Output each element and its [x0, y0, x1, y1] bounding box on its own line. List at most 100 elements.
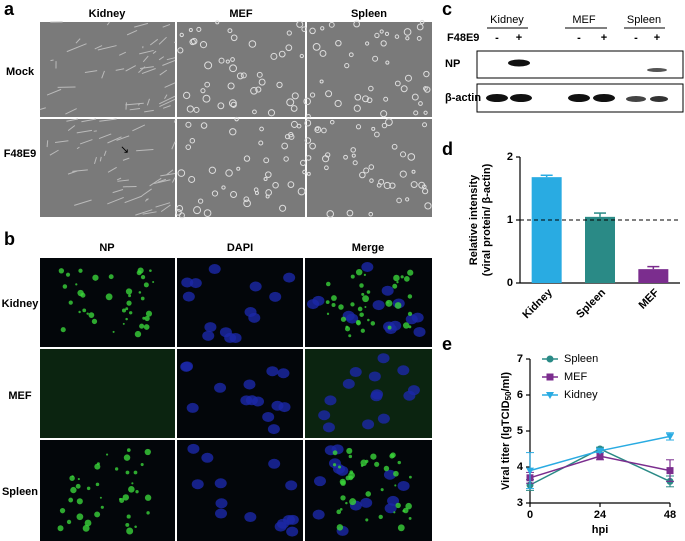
- cell: [188, 28, 193, 33]
- nucleus: [240, 395, 253, 406]
- cell: [227, 82, 235, 90]
- np-signal: [78, 268, 83, 273]
- cell: [369, 178, 374, 183]
- np-signal: [367, 318, 370, 322]
- cell: [141, 68, 156, 75]
- cell: [259, 126, 264, 132]
- fluorescence-image: [177, 349, 303, 438]
- y-tick-label: 7: [517, 353, 523, 365]
- cell: [383, 96, 389, 102]
- np-signal: [140, 296, 145, 301]
- cell: [291, 92, 299, 100]
- column-header: Kidney: [89, 8, 127, 20]
- np-signal: [99, 496, 102, 499]
- cell: [230, 191, 238, 198]
- cell: [352, 160, 358, 166]
- nucleus: [201, 452, 214, 463]
- cell: [411, 169, 416, 174]
- np-signal: [385, 299, 393, 307]
- cell: [173, 120, 176, 123]
- np-signal: [366, 290, 371, 294]
- row-header: Spleen: [2, 486, 38, 498]
- cell: [49, 149, 59, 156]
- cell: [304, 119, 312, 127]
- y-axis-label: Viral titer (lgTCID50/ml): [500, 372, 513, 490]
- column-header: NP: [99, 242, 114, 254]
- np-signal: [142, 316, 146, 320]
- cell: [250, 86, 258, 95]
- cell: [107, 136, 122, 144]
- np-signal: [65, 272, 71, 277]
- cell: [217, 102, 225, 110]
- cell: [368, 211, 374, 217]
- blot-band: [593, 94, 615, 102]
- micrograph: [177, 22, 305, 117]
- bar: [531, 177, 562, 283]
- cell: [404, 74, 412, 82]
- np-signal: [95, 482, 100, 487]
- np-signal: [407, 294, 413, 299]
- blot-band: [626, 96, 646, 102]
- cell: [325, 152, 331, 158]
- treatment-label: F48E9: [447, 32, 479, 44]
- cell: [199, 41, 208, 49]
- cell: [407, 153, 416, 161]
- cell: [355, 124, 362, 130]
- cell: [423, 86, 428, 91]
- lane-labels: - + - + - +: [495, 32, 660, 44]
- np-signal: [143, 324, 150, 330]
- np-signal: [125, 307, 129, 311]
- cell: [281, 142, 289, 150]
- cell: [174, 41, 176, 44]
- marker: [546, 392, 554, 399]
- np-signal: [331, 302, 336, 308]
- cell: [306, 171, 311, 176]
- cell: [160, 173, 176, 177]
- np-signal: [57, 525, 64, 532]
- np-signal: [88, 312, 95, 319]
- nucleus: [361, 262, 374, 273]
- np-signal: [386, 301, 389, 304]
- nucleus: [349, 367, 362, 378]
- np-signal: [397, 524, 405, 532]
- np-signal: [348, 454, 353, 459]
- cell: [422, 188, 429, 195]
- np-signal: [325, 300, 330, 304]
- cell: [193, 106, 200, 113]
- np-signal: [82, 524, 90, 532]
- np-signal: [407, 269, 414, 276]
- np-signal: [393, 511, 396, 514]
- np-signal: [140, 462, 144, 467]
- panel-label: e: [442, 334, 452, 354]
- np-signal: [336, 524, 344, 531]
- np-signal: [350, 274, 355, 279]
- cell: [413, 110, 419, 116]
- cell: [381, 122, 388, 129]
- np-signal: [128, 294, 132, 298]
- np-signal: [125, 522, 130, 527]
- cell: [84, 70, 98, 74]
- cell: [290, 105, 298, 112]
- nucleus: [283, 272, 296, 283]
- nucleus: [219, 327, 232, 338]
- nucleus: [191, 479, 204, 490]
- cell: [164, 94, 168, 99]
- np-signal: [380, 488, 384, 492]
- np-signal: [338, 304, 344, 310]
- cell: [112, 189, 124, 194]
- marker: [526, 467, 534, 475]
- cell: [171, 141, 176, 150]
- cell: [418, 101, 423, 106]
- cell: [354, 93, 362, 101]
- cell: [344, 63, 350, 69]
- cell: [144, 109, 154, 113]
- panel-label: b: [4, 229, 15, 249]
- cell: [411, 93, 419, 101]
- np-signal: [144, 494, 152, 501]
- cell: [117, 179, 129, 182]
- cell: [312, 43, 321, 51]
- nucleus: [186, 402, 199, 413]
- nucleus: [322, 422, 335, 433]
- nucleus: [268, 458, 281, 469]
- np-signal: [400, 275, 404, 279]
